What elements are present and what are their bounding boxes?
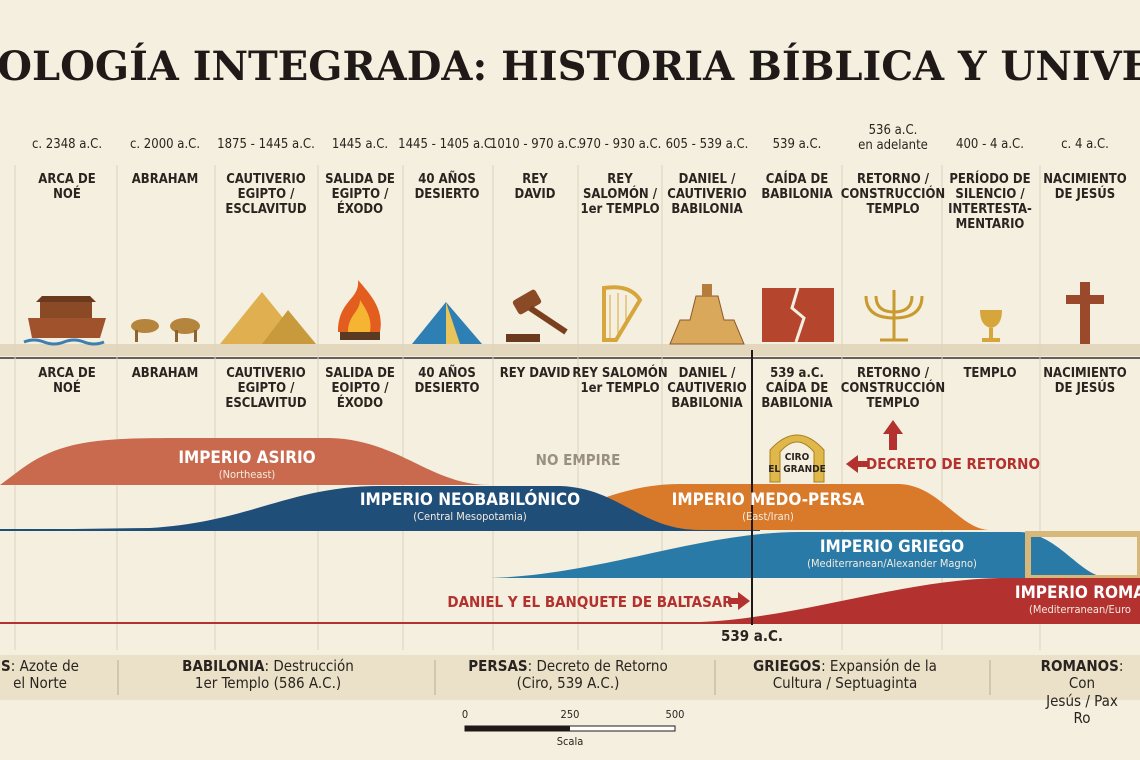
arch-icon <box>769 434 825 483</box>
footer-bold: BABILONIA <box>182 657 265 675</box>
footer-item: S: Azote de el Norte <box>1 657 79 693</box>
ciro-label: CIRO EL GRANDE <box>768 452 826 475</box>
scale-tick: 250 <box>560 708 580 721</box>
scale-tick: 0 <box>461 708 469 721</box>
footer-text: : Destrucción 1er Templo (586 A.C.) <box>194 657 354 693</box>
event-top-label: ARCA DE NOÉ <box>38 172 96 202</box>
event-top-label: CAÍDA DE BABILONIA <box>761 172 833 202</box>
event-date: 539 a.C. <box>772 137 822 152</box>
footer-text: : Expansión de la Cultura / Septuaginta <box>772 657 937 693</box>
event-bottom-label: REY DAVID <box>499 366 571 381</box>
event-date: 536 a.C. en adelante <box>858 123 928 153</box>
empire-name: IMPERIO MEDO-PERSA <box>671 490 865 510</box>
event-top-label: ABRAHAM <box>131 172 199 187</box>
empire-name: IMPERIO ASIRIO <box>178 448 316 468</box>
event-date: c. 4 a.C. <box>1061 137 1109 152</box>
icons <box>23 280 1104 346</box>
empire-region: (East/Iran) <box>742 510 794 523</box>
event-top-label: SALIDA DE EGIPTO / ÉXODO <box>325 172 395 217</box>
footer-text: : Con Jesús / Pax Ro <box>1046 657 1124 727</box>
event-top-label: REY DAVID <box>514 172 556 202</box>
event-bottom-label: CAUTIVERIO EGIPTO / ESCLAVITUD <box>225 366 307 411</box>
event-bottom-label: TEMPLO <box>963 366 1017 381</box>
scale-tick: 500 <box>665 708 685 721</box>
empire-region: (Mediterranean/Euro <box>1029 603 1131 616</box>
empire-name: IMPERIO ROMA <box>1014 583 1140 603</box>
empire-region: (Central Mesopotamia) <box>413 510 527 523</box>
arrow-right <box>728 592 750 610</box>
event-date: 1010 - 970 a.C. <box>489 137 581 152</box>
event-top-label: REY SALOMÓN / 1er TEMPLO <box>580 172 660 217</box>
footer-item: PERSAS: Decreto de Retorno (Ciro, 539 A.… <box>468 657 668 693</box>
event-date: 1445 - 1405 a.C. <box>398 137 496 152</box>
event-bottom-label: DANIEL / CAUTIVERIO BABILONIA <box>667 366 747 411</box>
event-bottom-label: SALIDA DE EOIPTO / ÉXODO <box>325 366 395 411</box>
event-top-label: RETORNO / CONSTRUCCIÓN TEMPLO <box>840 172 946 217</box>
timeline-bar <box>0 344 1140 356</box>
footer-bold: PERSAS <box>468 657 528 675</box>
title: ONOLOGÍA INTEGRADA: HISTORIA BÍBLICA Y U… <box>0 43 1140 90</box>
event-top-label: NACIMIENTO DE JESÚS <box>1043 172 1127 202</box>
footer-band <box>0 655 1140 700</box>
event-bottom-label: ABRAHAM <box>131 366 199 381</box>
footer-text: : Azote de el Norte <box>10 657 79 693</box>
marker-label: 539 a.C. <box>720 627 784 645</box>
empire-region: (Mediterranean/Alexander Magno) <box>807 557 977 570</box>
event-bottom-label: 40 AÑOS DESIERTO <box>414 366 480 396</box>
arrow-up <box>883 420 903 450</box>
event-date: c. 2348 a.C. <box>31 137 103 152</box>
event-date: c. 2000 a.C. <box>129 137 201 152</box>
event-date: 1875 - 1445 a.C. <box>217 137 315 152</box>
event-date: 1445 a.C. <box>331 137 389 152</box>
event-bottom-label: RETORNO / CONSTRUCCIÓN TEMPLO <box>840 366 946 411</box>
event-top-label: DANIEL / CAUTIVERIO BABILONIA <box>667 172 747 217</box>
arrow-left <box>846 455 868 473</box>
event-bottom-label: 539 a.C. CAÍDA DE BABILONIA <box>761 366 833 411</box>
footer-item: ROMANOS: Con Jesús / Pax Ro <box>1040 657 1124 727</box>
footer-item: BABILONIA: Destrucción 1er Templo (586 A… <box>182 657 354 693</box>
no-empire: NO EMPIRE <box>535 451 621 469</box>
decreto-label: DECRETO DE RETORNO <box>866 455 1040 473</box>
empire-name: IMPERIO NEOBABILÓNICO <box>359 490 581 510</box>
event-bottom-label: NACIMIENTO DE JESÚS <box>1043 366 1127 396</box>
empire-bands <box>0 438 1140 624</box>
daniel-label: DANIEL Y EL BANQUETE DE BALTASAR <box>447 593 733 611</box>
event-bottom-label: REY SALOMÓN 1er TEMPLO <box>572 366 668 396</box>
footer-bold: GRIEGOS <box>753 657 822 675</box>
footer-item: GRIEGOS: Expansión de la Cultura / Septu… <box>753 657 937 693</box>
event-top-label: PERÍODO DE SILENCIO / INTERTESTA- MENTAR… <box>948 172 1032 232</box>
event-date: 605 - 539 a.C. <box>665 137 749 152</box>
event-top-label: 40 AÑOS DESIERTO <box>414 172 480 202</box>
scale-label: Scala <box>556 735 584 748</box>
event-date: 970 - 930 a.C. <box>578 137 662 152</box>
footer-dividers <box>117 660 991 695</box>
event-date: 400 - 4 a.C. <box>956 137 1024 152</box>
footer-bold: ROMANOS <box>1040 657 1119 675</box>
empire-region: (Northeast) <box>218 468 276 481</box>
footer-text: : Decreto de Retorno (Ciro, 539 A.C.) <box>516 657 668 693</box>
event-top-label: CAUTIVERIO EGIPTO / ESCLAVITUD <box>225 172 307 217</box>
footer-bold: S <box>1 657 11 675</box>
scale-bar-fill <box>465 726 570 731</box>
event-bottom-label: ARCA DE NOÉ <box>38 366 96 396</box>
empire-name: IMPERIO GRIEGO <box>819 537 965 557</box>
